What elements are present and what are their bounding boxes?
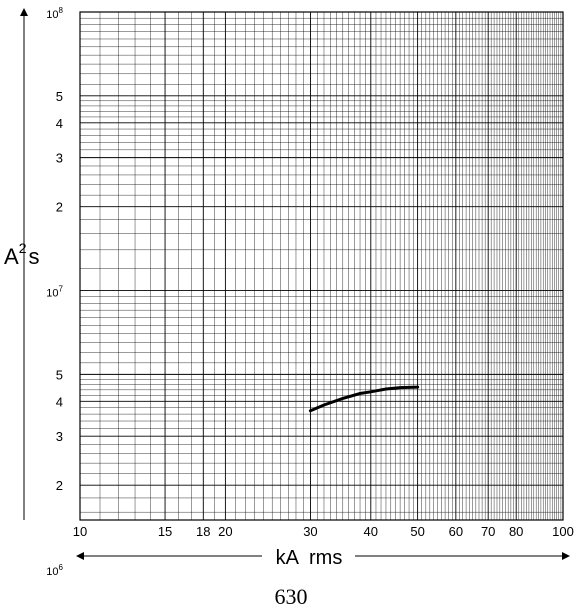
- x-tick-label: 30: [303, 524, 317, 539]
- x-tick-label: 10: [73, 524, 87, 539]
- y-tick-label: 4: [56, 116, 63, 131]
- y-tick-label: 2: [56, 200, 63, 215]
- y-tick-label: 108: [46, 6, 63, 21]
- y-tick-label: 5: [56, 89, 63, 104]
- x-tick-label: 20: [218, 524, 232, 539]
- y-axis-title-sup: 2: [19, 240, 27, 256]
- tick-labels: 10 15 18 20 30 40 50 60 70 80 100 2 3 4 5 107 2 3 4 5 108 106: [46, 6, 574, 578]
- page-number: 630: [274, 584, 308, 609]
- series-line: [308, 385, 420, 413]
- series-layer: [308, 385, 420, 413]
- x-axis-title: kA rms: [276, 547, 343, 569]
- y-tick-label: 107: [46, 285, 63, 300]
- y-tick-label: 3: [56, 151, 63, 166]
- y-tick-label: 106: [46, 563, 63, 578]
- x-tick-label: 100: [552, 524, 574, 539]
- x-tick-label: 15: [158, 524, 172, 539]
- x-tick-label: 40: [364, 524, 378, 539]
- x-tick-label: 18: [196, 524, 210, 539]
- grid: [79, 11, 564, 520]
- y-tick-label: 2: [56, 478, 63, 493]
- x-tick-label: 70: [481, 524, 495, 539]
- y-tick-label: 4: [56, 394, 63, 409]
- x-tick-label: 60: [449, 524, 463, 539]
- x-tick-label: 80: [509, 524, 523, 539]
- y-axis-title: A2s: [4, 240, 39, 269]
- plot-frame: [79, 11, 564, 521]
- y-axis-title-tail: s: [28, 244, 39, 269]
- y-tick-label: 3: [56, 429, 63, 444]
- y-tick-label: 5: [56, 367, 63, 382]
- y-axis-title-base: A: [4, 244, 19, 269]
- x-tick-label: 50: [410, 524, 424, 539]
